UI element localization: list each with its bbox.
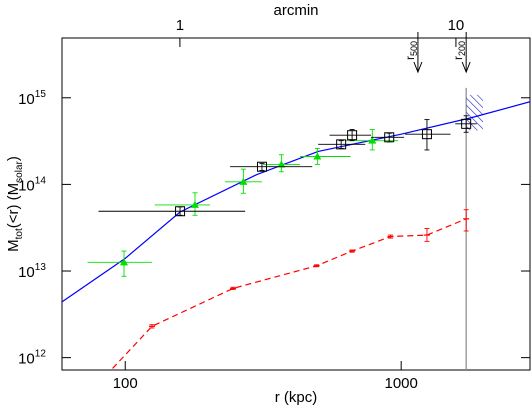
arrow-label-sub: 200: [457, 41, 467, 56]
arrow-label-main: r: [451, 56, 465, 60]
arrow-head: [461, 61, 471, 74]
square-marker: [336, 139, 347, 150]
square-marker: [347, 130, 358, 141]
plot-area: [62, 87, 530, 370]
y-tick-exponent: 14: [35, 175, 47, 186]
model-line: [112, 218, 467, 369]
hatched-region: [466, 94, 484, 131]
square-marker: [256, 161, 267, 172]
x2-axis-label: arcmin: [273, 2, 318, 19]
x-axis-label: r (kpc): [275, 389, 318, 406]
model-line: [62, 101, 530, 303]
y-label-part: tot: [14, 228, 25, 239]
y-tick-base: 10: [18, 264, 35, 281]
y-tick-label: 1014: [18, 175, 46, 194]
y-tick-exponent: 12: [35, 349, 47, 360]
square-marker: [421, 129, 432, 140]
y-label-part: ): [5, 156, 22, 161]
y-label-part: solar: [14, 160, 25, 182]
x2-tick-label: 1: [176, 17, 184, 34]
square-marker: [175, 206, 186, 217]
arrow-head: [413, 61, 423, 74]
y-tick-base: 10: [18, 177, 35, 194]
triangle-marker: [313, 152, 322, 160]
triangle-marker: [368, 136, 377, 144]
arrow-label: r500: [403, 41, 419, 60]
y-tick-base: 10: [18, 351, 35, 368]
x-tick-label: 100: [113, 375, 138, 392]
arrow-label-sub: 500: [409, 41, 419, 56]
arrow-label-main: r: [403, 56, 417, 60]
y-tick-label: 1015: [18, 89, 46, 108]
square-marker: [461, 118, 472, 129]
x-tick-label: 1000: [384, 375, 417, 392]
y-tick-label: 1013: [18, 262, 46, 281]
x2-tick-label: 10: [448, 17, 465, 34]
triangle-marker: [120, 258, 129, 266]
y-label-part: (<r) (M: [5, 183, 22, 228]
y-label-part: M: [5, 239, 22, 252]
square-marker: [384, 132, 395, 143]
y-tick-exponent: 15: [35, 89, 47, 100]
triangle-marker: [277, 160, 286, 168]
y-axis-label: Mtot(<r) (Msolar): [5, 156, 25, 252]
y-tick-label: 1012: [18, 349, 46, 368]
arrow-label: r200: [451, 41, 467, 60]
y-tick-base: 10: [18, 91, 35, 108]
plot-frame: [61, 37, 531, 371]
triangle-marker: [191, 200, 200, 208]
triangle-marker: [239, 177, 248, 185]
y-tick-exponent: 13: [35, 262, 47, 273]
